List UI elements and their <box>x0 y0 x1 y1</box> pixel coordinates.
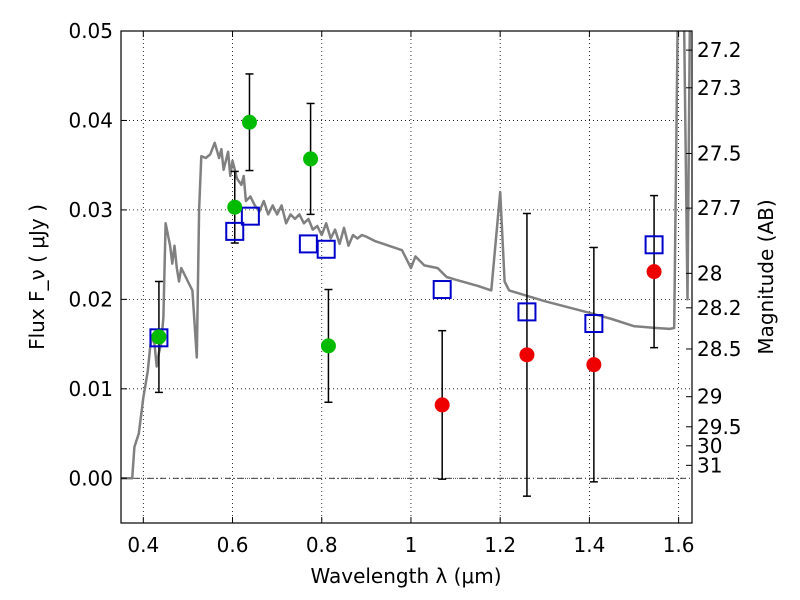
axis-ticks: 0.4 0.6 0.8 1 1.2 1.4 1.6 0.00 0.01 0.02 0.03 0.04 0… <box>68 19 741 557</box>
right-axis-title: Magnitude (AB) <box>754 199 778 354</box>
y-tick-label: 0.01 <box>68 377 113 401</box>
right-tick-label: 29.5 <box>697 415 742 439</box>
right-tick-label: 28 <box>697 261 722 285</box>
model-square-point <box>316 239 336 259</box>
green-data-point <box>320 338 336 354</box>
model-square-point <box>298 234 318 254</box>
x-tick-label: 1.4 <box>573 533 605 557</box>
grid-lines <box>121 30 692 523</box>
x-tick-label: 1.6 <box>663 533 695 557</box>
plot-area <box>121 31 692 497</box>
red-data-point <box>519 347 535 363</box>
y-tick-label: 0.00 <box>68 466 113 490</box>
right-tick-label: 27.2 <box>697 38 742 62</box>
model-sed-line <box>121 31 692 480</box>
x-tick-label: 0.8 <box>306 533 338 557</box>
right-tick-label: 31 <box>697 453 722 477</box>
model-square-point <box>432 280 452 300</box>
plot-frame <box>120 30 693 524</box>
right-tick-label: 30 <box>697 434 722 458</box>
right-tick-label: 28.2 <box>697 296 742 320</box>
green-data-point <box>151 329 167 345</box>
x-tick-label: 1 <box>405 533 418 557</box>
right-tick-label: 28.5 <box>697 337 742 361</box>
y-tick-label: 0.04 <box>68 108 113 132</box>
y-tick-label: 0.05 <box>68 19 113 43</box>
model-square-point <box>149 328 169 348</box>
red-data-point <box>586 357 602 373</box>
right-tick-label: 27.5 <box>697 141 742 165</box>
x-axis-title: Wavelength λ (μm) <box>310 564 501 588</box>
red-data-point <box>434 397 450 413</box>
right-tick-label: 27.3 <box>697 76 742 100</box>
x-tick-label: 0.6 <box>217 533 249 557</box>
y-tick-label: 0.02 <box>68 287 113 311</box>
right-tick-label: 29 <box>697 385 722 409</box>
x-tick-label: 1.2 <box>484 533 516 557</box>
green-data-point <box>227 199 243 215</box>
right-tick-label: 27.7 <box>697 196 742 220</box>
model-square-point <box>584 314 604 334</box>
model-square-point <box>240 206 260 226</box>
green-data-point <box>241 114 257 130</box>
x-tick-label: 0.4 <box>127 533 159 557</box>
y-axis-title: Flux F_ν ( μJy ) <box>25 204 49 350</box>
model-square-point <box>225 221 245 241</box>
model-square-point <box>517 302 537 322</box>
y-tick-label: 0.03 <box>68 198 113 222</box>
red-data-point <box>646 264 662 280</box>
green-data-point <box>303 151 319 167</box>
model-square-point <box>644 235 664 255</box>
